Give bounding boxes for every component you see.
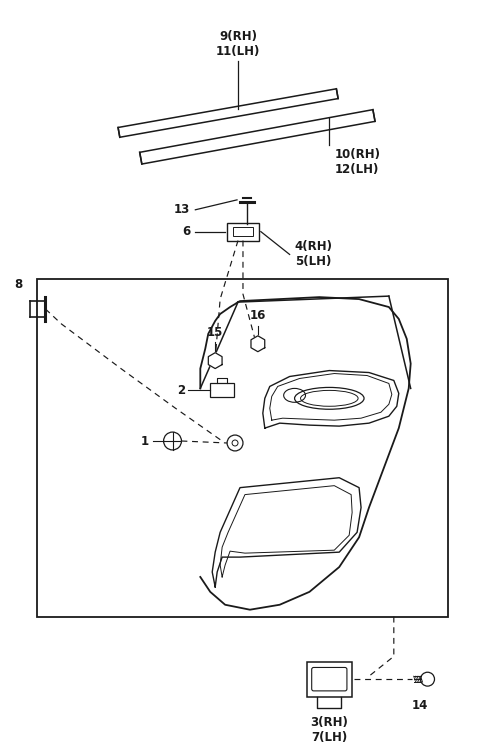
Text: 8: 8 — [14, 278, 23, 291]
Bar — [227, 223, 259, 240]
Text: 9(RH)
11(LH): 9(RH) 11(LH) — [216, 30, 260, 58]
Text: 3(RH)
7(LH): 3(RH) 7(LH) — [311, 716, 348, 745]
Text: 6: 6 — [182, 225, 191, 238]
Polygon shape — [208, 352, 222, 368]
Polygon shape — [251, 336, 265, 352]
Text: 2: 2 — [177, 384, 185, 397]
Bar — [36, 279, 448, 617]
Text: 16: 16 — [250, 309, 266, 322]
Bar — [307, 662, 352, 697]
Text: 10(RH)
12(LH): 10(RH) 12(LH) — [334, 148, 380, 176]
Text: 14: 14 — [411, 699, 428, 712]
Bar — [210, 383, 234, 398]
Text: 4(RH)
5(LH): 4(RH) 5(LH) — [295, 240, 333, 268]
Text: 13: 13 — [174, 203, 191, 216]
Bar — [233, 227, 252, 236]
Text: 1: 1 — [141, 434, 149, 447]
Text: 15: 15 — [207, 326, 223, 339]
